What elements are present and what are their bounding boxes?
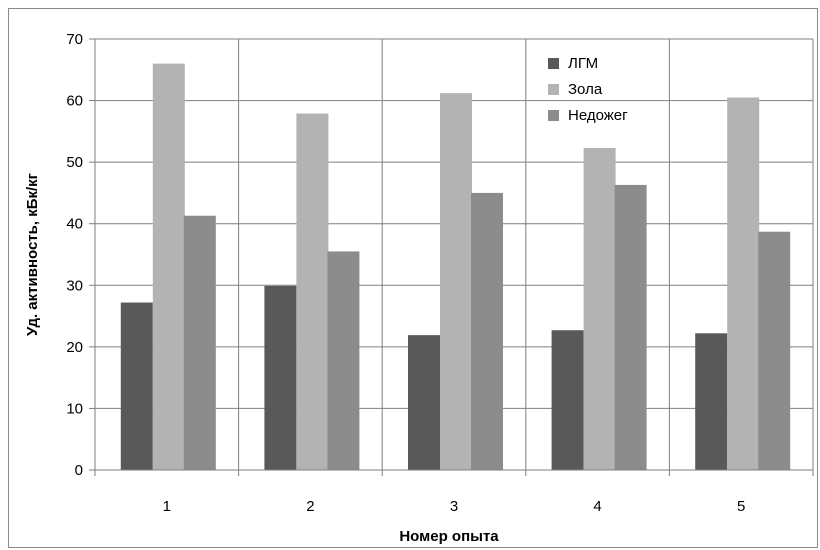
bar-1-3 xyxy=(408,335,440,470)
y-tick-label: 30 xyxy=(66,277,83,294)
x-tick-label: 5 xyxy=(737,498,745,515)
x-tick-label: 2 xyxy=(306,498,314,515)
y-tick-label: 60 xyxy=(66,93,83,110)
tick-labels: 0 10 20 30 40 50 60 70 1 2 3 4 5 xyxy=(66,31,745,515)
x-tick-label: 3 xyxy=(450,498,458,515)
bar-1-5 xyxy=(695,333,728,470)
legend: ЛГМ Зола Недожег xyxy=(548,55,628,124)
bar-2-3 xyxy=(440,93,472,470)
bar-3-3 xyxy=(471,192,503,470)
y-tick-label: 0 xyxy=(75,462,83,479)
legend-label: Недожег xyxy=(568,107,628,124)
axes-layer xyxy=(89,38,814,476)
y-tick-label: 40 xyxy=(66,216,83,233)
bar-1-1 xyxy=(120,302,153,470)
y-tick-label: 10 xyxy=(66,400,83,417)
y-tick-label: 50 xyxy=(66,154,83,171)
bar-3-1 xyxy=(183,215,216,470)
x-tick-label: 4 xyxy=(593,498,601,515)
bar-1-4 xyxy=(551,330,584,470)
bar-2-2 xyxy=(296,113,329,470)
y-axis-title: Уд. активность, кБк/кг xyxy=(24,173,41,336)
bar-2-4 xyxy=(583,147,616,470)
x-tick-label: 1 xyxy=(163,498,171,515)
legend-label: ЛГМ xyxy=(568,55,598,72)
bar-1-2 xyxy=(264,285,297,470)
legend-swatch xyxy=(548,58,559,69)
bar-2-1 xyxy=(152,63,185,470)
bar-3-2 xyxy=(327,251,360,470)
legend-label: Зола xyxy=(568,81,603,98)
bar-3-4 xyxy=(614,184,647,470)
bar-3-5 xyxy=(758,231,791,470)
legend-swatch xyxy=(548,84,559,95)
y-tick-label: 20 xyxy=(66,339,83,356)
bars-layer xyxy=(120,63,791,470)
y-tick-label: 70 xyxy=(66,31,83,48)
legend-swatch xyxy=(548,110,559,121)
x-axis-title: Номер опыта xyxy=(399,528,499,545)
bar-2-5 xyxy=(727,97,760,470)
